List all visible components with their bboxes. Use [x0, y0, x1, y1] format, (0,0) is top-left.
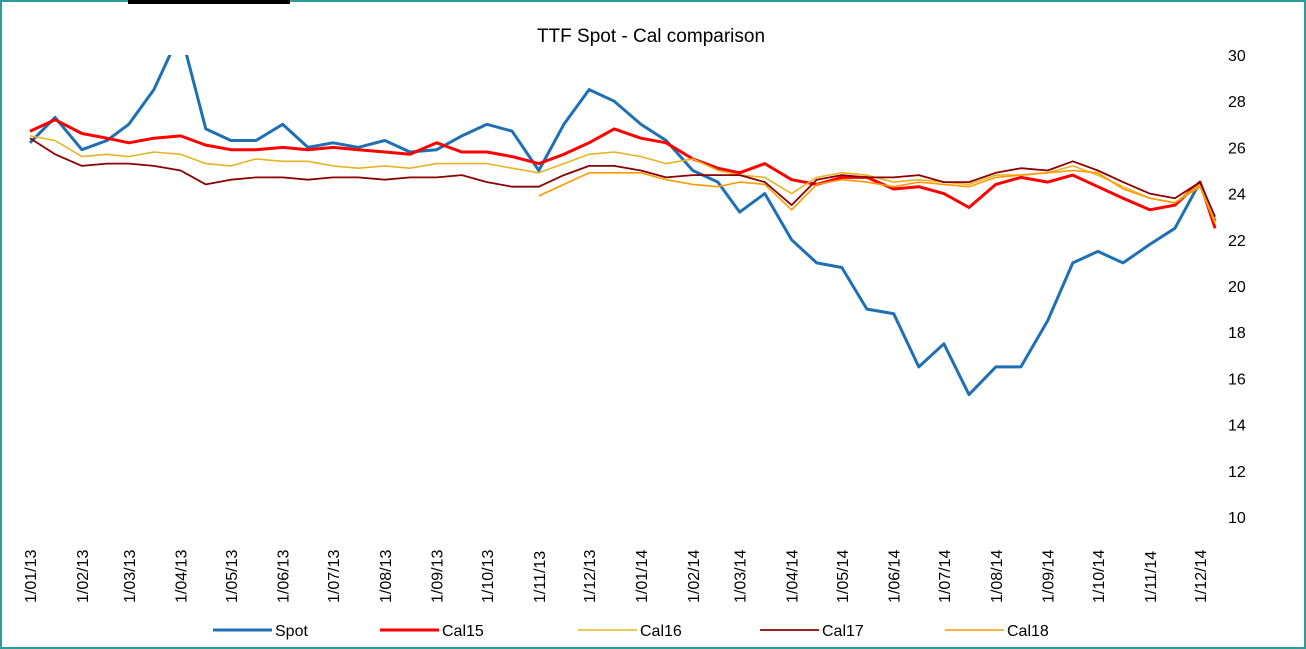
x-tick-label: 1/12/14: [1193, 550, 1210, 603]
y-tick-label: 28: [1228, 94, 1246, 111]
y-tick-label: 16: [1228, 371, 1246, 388]
x-tick-label: 1/02/14: [686, 550, 703, 603]
x-tick-label: 1/11/13: [532, 551, 549, 603]
data-line: [538, 169, 1216, 224]
x-tick-label: 1/08/13: [378, 550, 395, 603]
x-tick-label: 1/05/13: [224, 550, 241, 603]
x-tick-label: 1/02/13: [75, 550, 92, 603]
legend-label: Cal15: [442, 623, 484, 640]
x-tick-label: 1/04/13: [174, 550, 191, 603]
y-tick-label: 26: [1228, 140, 1246, 157]
legend-label: Cal16: [640, 623, 682, 640]
x-tick-label: 1/01/14: [634, 550, 651, 603]
legend-label: Cal18: [1007, 623, 1049, 640]
x-tick-label: 1/01/13: [23, 550, 40, 603]
x-tick-label: 1/10/14: [1091, 550, 1108, 603]
data-line: [29, 118, 1217, 229]
data-line: [29, 137, 1216, 218]
x-tick-label: 1/09/13: [430, 550, 447, 603]
x-tick-label: 1/11/14: [1143, 551, 1160, 603]
legend-label: Cal17: [822, 623, 864, 640]
y-tick-label: 18: [1228, 325, 1246, 342]
x-tick-label: 1/12/13: [582, 550, 599, 603]
legend-label: Spot: [275, 623, 308, 640]
y-tick-label: 20: [1228, 279, 1246, 296]
x-tick-label: 1/06/13: [276, 550, 293, 603]
top-tab: [128, 0, 290, 4]
y-tick-label: 24: [1228, 187, 1246, 204]
x-tick-label: 1/04/14: [785, 550, 802, 603]
y-tick-label: 30: [1228, 48, 1246, 65]
x-tick-label: 1/09/14: [1041, 550, 1058, 603]
plot-area: [28, 55, 1217, 397]
x-tick-label: 1/07/13: [326, 550, 343, 603]
data-line: [28, 55, 1217, 397]
x-tick-label: 1/03/14: [733, 550, 750, 603]
y-tick-label: 22: [1228, 233, 1246, 250]
y-tick-label: 14: [1228, 418, 1246, 435]
x-tick-label: 1/05/14: [835, 550, 852, 603]
y-tick-label: 10: [1228, 510, 1246, 527]
x-tick-label: 1/03/13: [122, 550, 139, 603]
x-tick-label: 1/08/14: [989, 550, 1006, 603]
x-tick-label: 1/06/14: [887, 550, 904, 603]
x-tick-label: 1/07/14: [937, 550, 954, 603]
y-tick-label: 12: [1228, 464, 1246, 481]
chart-title: TTF Spot - Cal comparison: [537, 26, 765, 47]
x-tick-label: 1/10/13: [480, 550, 497, 603]
